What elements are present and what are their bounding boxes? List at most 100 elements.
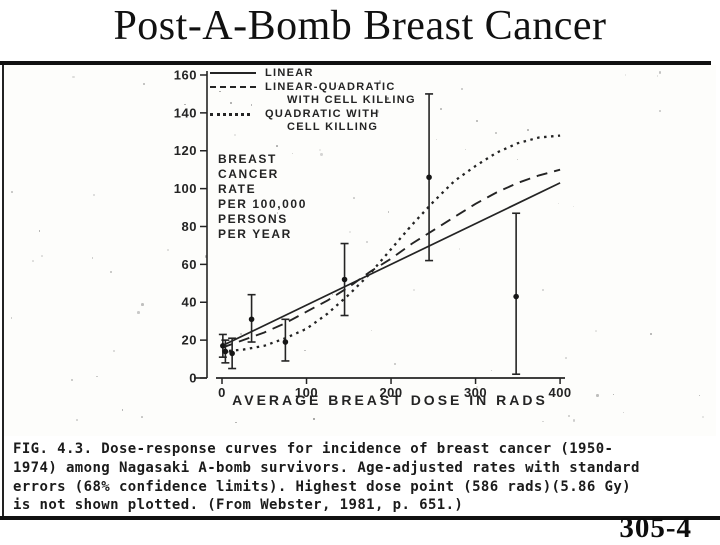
scan-noise-speck	[624, 73, 627, 76]
scan-noise-speck	[276, 212, 279, 214]
scan-noise-speck	[378, 80, 382, 83]
scan-noise-speck	[701, 416, 704, 419]
scan-noise-speck	[276, 144, 278, 147]
scan-noise-speck	[38, 230, 40, 232]
scan-noise-speck	[230, 102, 232, 104]
scan-noise-speck	[490, 369, 493, 371]
scan-noise-speck	[304, 349, 306, 352]
scan-noise-speck	[656, 75, 659, 77]
legend-label: LINEAR-QUADRATIC	[265, 81, 396, 93]
data-point	[426, 174, 432, 181]
scan-noise-speck	[10, 317, 13, 320]
scan-noise-speck	[190, 191, 193, 194]
data-point	[248, 316, 255, 323]
scan-noise-speck	[76, 419, 79, 421]
figure-caption: FIG. 4.3. Dose-response curves for incid…	[13, 440, 713, 515]
scan-noise-speck	[572, 206, 574, 208]
solid-line-sample-icon	[210, 72, 256, 74]
scan-noise-speck	[239, 156, 242, 159]
scan-noise-speck	[235, 421, 238, 424]
scan-noise-speck	[595, 330, 597, 333]
y-axis-label-block: BREAST CANCER RATE PER 100,000 PERSONS P…	[218, 152, 307, 242]
scan-noise-speck	[109, 270, 113, 274]
scan-noise-speck	[464, 148, 467, 150]
scan-noise-speck	[291, 152, 294, 155]
dose-response-chart: 0 20 40 60 80 100 120 140 160 0 100 200 300 400	[174, 67, 571, 400]
scan-noise-speck	[70, 378, 74, 381]
scan-noise-speck	[387, 210, 390, 213]
figure-left-border	[2, 65, 4, 517]
scan-noise-speck	[331, 294, 333, 296]
chart-legend: LINEAR LINEAR-QUADRATIC WITH CELL KILLIN…	[210, 67, 416, 135]
y-axis-label-line: PER 100,000	[218, 197, 307, 211]
scan-noise-speck	[204, 255, 208, 258]
scan-noise-speck	[143, 83, 146, 86]
caption-line: is not shown plotted. (From Webster, 198…	[13, 497, 464, 514]
scan-noise-speck	[91, 257, 94, 259]
scan-noise-speck	[460, 87, 463, 90]
dashed-line-sample-icon	[210, 86, 256, 88]
y-tick-label: 60	[182, 257, 197, 272]
scan-noise-speck	[189, 304, 192, 308]
x-tick-label: 100	[295, 385, 318, 400]
scan-noise-speck	[244, 177, 246, 179]
scan-noise-speck	[336, 85, 338, 87]
scan-noise-speck	[376, 110, 380, 113]
page-number: 305-4	[619, 512, 692, 544]
scan-noise-speck	[32, 260, 34, 262]
scan-noise-speck	[167, 248, 170, 251]
data-point	[341, 276, 348, 283]
scan-noise-speck	[93, 193, 96, 197]
x-tick-label: 400	[548, 385, 571, 400]
y-tick-label: 0	[189, 371, 197, 386]
curve-solid	[221, 182, 561, 347]
scan-noise-speck	[320, 153, 323, 156]
x-tick-label: 0	[218, 385, 226, 400]
scan-noise-speck	[40, 255, 43, 257]
y-tick-label: 120	[174, 143, 197, 158]
scan-noise-speck	[183, 103, 186, 106]
scan-noise-speck	[495, 132, 497, 134]
scan-noise-speck	[11, 191, 13, 194]
scan-noise-speck	[348, 230, 352, 234]
scan-noise-speck	[649, 332, 652, 335]
caption-line: errors (68% confidence limits). Highest …	[13, 478, 632, 495]
scan-noise-speck	[622, 411, 625, 414]
scan-noise-speck	[572, 419, 576, 422]
x-tick-label: 300	[464, 385, 487, 400]
curve-dotted	[221, 134, 561, 353]
legend-item-linear: LINEAR	[210, 67, 416, 80]
scan-noise-speck	[72, 75, 75, 78]
scan-noise-speck	[228, 350, 231, 354]
scan-noise-speck	[141, 303, 145, 306]
caption-line: FIG. 4.3. Dose-response curves for incid…	[13, 441, 614, 457]
legend-label: QUADRATIC WITH	[265, 108, 380, 120]
scan-noise-speck	[659, 110, 662, 112]
scan-noise-speck	[699, 394, 701, 396]
scan-noise-speck	[121, 409, 124, 411]
scan-noise-speck	[613, 393, 615, 395]
legend-label: CELL KILLING	[287, 121, 379, 133]
y-axis-label-line: RATE	[218, 182, 257, 196]
scan-noise-speck	[136, 311, 140, 314]
scan-noise-speck	[476, 386, 479, 389]
scan-noise-speck	[270, 154, 273, 157]
scan-noise-speck	[95, 375, 98, 378]
scan-noise-speck	[240, 333, 242, 335]
scan-noise-speck	[568, 414, 571, 417]
y-tick-label: 160	[174, 67, 197, 82]
scan-noise-speck	[526, 129, 529, 131]
data-point	[222, 348, 229, 355]
scan-noise-speck	[440, 108, 442, 110]
title-underline-rule	[0, 61, 711, 65]
y-tick-label: 20	[182, 333, 197, 348]
scan-noise-speck	[218, 90, 221, 93]
scan-noise-speck	[313, 418, 315, 420]
scan-noise-speck	[366, 241, 369, 244]
scan-noise-speck	[596, 394, 599, 397]
scan-noise-speck	[141, 416, 143, 418]
y-axis-label-line: PER YEAR	[218, 227, 292, 241]
scan-noise-speck	[319, 149, 321, 151]
scan-noise-speck	[353, 197, 355, 199]
scan-noise-speck	[517, 158, 519, 160]
